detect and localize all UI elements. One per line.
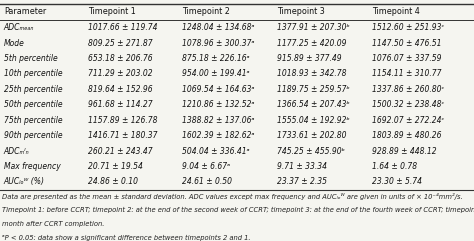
Text: 819.64 ± 152.96: 819.64 ± 152.96 [88, 85, 152, 94]
Text: ADCₘₑₐₙ: ADCₘₑₐₙ [4, 23, 34, 32]
Text: ADCₘᴵₙ: ADCₘᴵₙ [4, 147, 29, 156]
Text: Timepoint 3: Timepoint 3 [277, 7, 325, 16]
Text: 1366.54 ± 207.43ᵇ: 1366.54 ± 207.43ᵇ [277, 100, 350, 109]
Text: 928.89 ± 448.12: 928.89 ± 448.12 [372, 147, 437, 156]
Text: 1154.11 ± 310.77: 1154.11 ± 310.77 [372, 69, 442, 79]
Text: 809.25 ± 271.87: 809.25 ± 271.87 [88, 39, 152, 48]
Text: 1555.04 ± 192.92ᵇ: 1555.04 ± 192.92ᵇ [277, 116, 350, 125]
Text: 1388.82 ± 137.06ᵃ: 1388.82 ± 137.06ᵃ [182, 116, 255, 125]
Text: 1189.75 ± 259.57ᵇ: 1189.75 ± 259.57ᵇ [277, 85, 350, 94]
Text: 9.04 ± 6.67ᵃ: 9.04 ± 6.67ᵃ [182, 162, 231, 171]
Text: 9.71 ± 33.34: 9.71 ± 33.34 [277, 162, 327, 171]
Text: 1248.04 ± 134.68ᵃ: 1248.04 ± 134.68ᵃ [182, 23, 255, 32]
Text: 24.61 ± 0.50: 24.61 ± 0.50 [182, 177, 232, 187]
Text: month after CCRT completion.: month after CCRT completion. [2, 221, 105, 227]
Text: 1602.39 ± 182.62ᵃ: 1602.39 ± 182.62ᵃ [182, 131, 255, 140]
Text: 1416.71 ± 180.37: 1416.71 ± 180.37 [88, 131, 157, 140]
Text: 75th percentile: 75th percentile [4, 116, 63, 125]
Text: 1803.89 ± 480.26: 1803.89 ± 480.26 [372, 131, 442, 140]
Text: 1337.86 ± 260.80ᶜ: 1337.86 ± 260.80ᶜ [372, 85, 445, 94]
Text: Data are presented as the mean ± standard deviation. ADC values except max frequ: Data are presented as the mean ± standar… [2, 193, 463, 200]
Text: Parameter: Parameter [4, 7, 46, 16]
Text: Timepoint 4: Timepoint 4 [372, 7, 420, 16]
Text: 1733.61 ± 202.80: 1733.61 ± 202.80 [277, 131, 347, 140]
Text: 1500.32 ± 238.48ᶜ: 1500.32 ± 238.48ᶜ [372, 100, 445, 109]
Text: 5th percentile: 5th percentile [4, 54, 57, 63]
Text: 1377.91 ± 207.30ᵇ: 1377.91 ± 207.30ᵇ [277, 23, 350, 32]
Text: 1692.07 ± 272.24ᶜ: 1692.07 ± 272.24ᶜ [372, 116, 445, 125]
Text: 1157.89 ± 126.78: 1157.89 ± 126.78 [88, 116, 157, 125]
Text: 260.21 ± 243.47: 260.21 ± 243.47 [88, 147, 152, 156]
Text: 1147.50 ± 476.51: 1147.50 ± 476.51 [372, 39, 442, 48]
Text: 23.37 ± 2.35: 23.37 ± 2.35 [277, 177, 327, 187]
Text: 90th percentile: 90th percentile [4, 131, 63, 140]
Text: 1076.07 ± 337.59: 1076.07 ± 337.59 [372, 54, 442, 63]
Text: 653.18 ± 206.76: 653.18 ± 206.76 [88, 54, 152, 63]
Text: 711.29 ± 203.02: 711.29 ± 203.02 [88, 69, 152, 79]
Text: 1210.86 ± 132.52ᵃ: 1210.86 ± 132.52ᵃ [182, 100, 255, 109]
Text: 1069.54 ± 164.63ᵃ: 1069.54 ± 164.63ᵃ [182, 85, 255, 94]
Text: 10th percentile: 10th percentile [4, 69, 63, 79]
Text: 24.86 ± 0.10: 24.86 ± 0.10 [88, 177, 137, 187]
Text: 915.89 ± 377.49: 915.89 ± 377.49 [277, 54, 342, 63]
Text: 875.18 ± 226.16ᵃ: 875.18 ± 226.16ᵃ [182, 54, 250, 63]
Text: 20.71 ± 19.54: 20.71 ± 19.54 [88, 162, 143, 171]
Text: 25th percentile: 25th percentile [4, 85, 63, 94]
Text: Timepoint 1: Timepoint 1 [88, 7, 136, 16]
Text: 1512.60 ± 251.93ᶜ: 1512.60 ± 251.93ᶜ [372, 23, 445, 32]
Text: Timepoint 1: before CCRT; timepoint 2: at the end of the second week of CCRT; ti: Timepoint 1: before CCRT; timepoint 2: a… [2, 207, 474, 213]
Text: 1.64 ± 0.78: 1.64 ± 0.78 [372, 162, 417, 171]
Text: ᵃP < 0.05: data show a significant difference between timepoints 2 and 1.: ᵃP < 0.05: data show a significant diffe… [2, 234, 251, 241]
Text: 1017.66 ± 119.74: 1017.66 ± 119.74 [88, 23, 157, 32]
Text: Timepoint 2: Timepoint 2 [182, 7, 230, 16]
Text: 50th percentile: 50th percentile [4, 100, 63, 109]
Text: Max frequency: Max frequency [4, 162, 61, 171]
Text: 1018.93 ± 342.78: 1018.93 ± 342.78 [277, 69, 347, 79]
Text: 961.68 ± 114.27: 961.68 ± 114.27 [88, 100, 152, 109]
Text: 504.04 ± 336.41ᵃ: 504.04 ± 336.41ᵃ [182, 147, 250, 156]
Text: AUCₗₒᵂ (%): AUCₗₒᵂ (%) [4, 177, 45, 187]
Text: 1078.96 ± 300.37ᵃ: 1078.96 ± 300.37ᵃ [182, 39, 255, 48]
Text: Mode: Mode [4, 39, 25, 48]
Text: 954.00 ± 199.41ᵃ: 954.00 ± 199.41ᵃ [182, 69, 250, 79]
Text: 745.25 ± 455.90ᵇ: 745.25 ± 455.90ᵇ [277, 147, 345, 156]
Text: 1177.25 ± 420.09: 1177.25 ± 420.09 [277, 39, 347, 48]
Text: 23.30 ± 5.74: 23.30 ± 5.74 [372, 177, 422, 187]
